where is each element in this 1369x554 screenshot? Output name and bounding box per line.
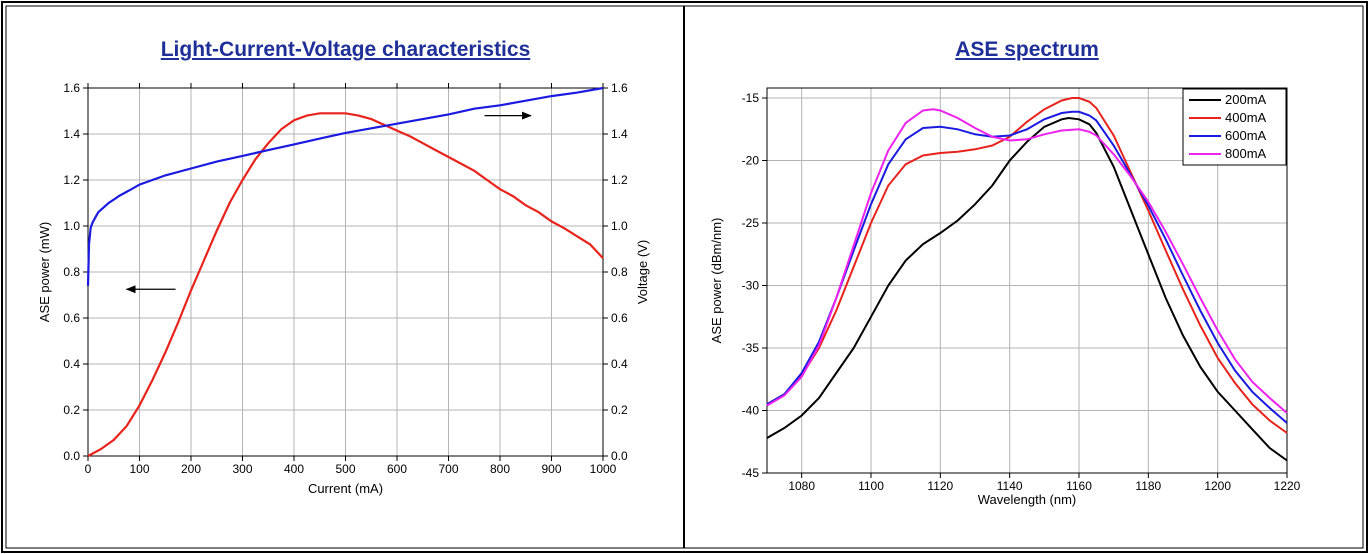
series-line-200mA — [766, 116, 1288, 462]
y2-tick-label: 1.0 — [611, 219, 628, 233]
x-axis-label: Current (mA) — [308, 481, 383, 496]
y2-axis-label: Voltage (V) — [635, 240, 650, 304]
x-tick-label: 1100 — [858, 479, 884, 493]
y2-tick-label: 1.2 — [611, 173, 628, 187]
x-tick-label: 1000 — [590, 462, 617, 476]
y-tick-label: 1.6 — [63, 81, 80, 95]
plot-area-border — [766, 87, 1288, 474]
x-tick-label: 1220 — [1274, 479, 1301, 493]
x-tick-label: 0 — [85, 462, 92, 476]
y-tick-label: 1.0 — [63, 219, 80, 233]
y-axis-label: ASE power (dBm/nm) — [709, 218, 724, 344]
y2-tick-label: 0.2 — [611, 403, 628, 417]
series-line-right — [86, 86, 604, 286]
y-tick-label: 0.4 — [63, 357, 80, 371]
legend-label-200mA: 200mA — [1225, 92, 1267, 107]
x-tick-label: 400 — [284, 462, 304, 476]
series-line-left — [87, 112, 604, 457]
y-tick-label: 0.6 — [63, 311, 80, 325]
y2-tick-label: 0.0 — [611, 449, 628, 463]
x-tick-label: 100 — [129, 462, 149, 476]
series-line-600mA — [766, 110, 1288, 424]
ase-spectrum-chart: 1080 1100 1120 1140 1160 1180 1200 1220 -45 -40 -3… — [709, 87, 1301, 507]
legend-label-600mA: 600mA — [1225, 128, 1267, 143]
y2-tick-label: 1.6 — [611, 81, 628, 95]
y2-tick-label: 0.6 — [611, 311, 628, 325]
x-tick-label: 800 — [490, 462, 510, 476]
y-tick-label: 0.2 — [63, 403, 80, 417]
y-axis-label: ASE power (mW) — [37, 222, 52, 322]
x-tick-label: 900 — [541, 462, 561, 476]
ase-panel-title: ASE spectrum — [955, 38, 1099, 61]
y-tick-label: 0.8 — [63, 265, 80, 279]
legend-box — [1182, 88, 1287, 166]
y-tick-label: 1.4 — [63, 127, 80, 141]
y-tick-label: -25 — [742, 216, 760, 230]
legend-label-400mA: 400mA — [1225, 110, 1267, 125]
y-tick-label: -30 — [742, 279, 760, 293]
x-tick-label: 1200 — [1204, 479, 1231, 493]
x-axis-label: Wavelength (nm) — [978, 492, 1077, 507]
x-tick-label: 1160 — [1066, 479, 1092, 493]
legend-label-800mA: 800mA — [1225, 146, 1267, 161]
y-tick-label: 0.0 — [63, 449, 80, 463]
series-line-400mA — [766, 97, 1288, 434]
x-tick-label: 600 — [387, 462, 407, 476]
y2-tick-label: 1.4 — [611, 127, 628, 141]
x-tick-label: 1080 — [788, 479, 815, 493]
lcv-chart: 0 100 200 300 400 500 600 700 800 900 10000.00.20.… — [37, 81, 650, 496]
y2-tick-label: 0.8 — [611, 265, 628, 279]
x-tick-label: 200 — [181, 462, 201, 476]
y-tick-label: -20 — [742, 154, 760, 168]
x-tick-label: 700 — [438, 462, 458, 476]
y-tick-label: -45 — [742, 466, 760, 480]
x-tick-label: 300 — [232, 462, 252, 476]
y-tick-label: 1.2 — [63, 173, 80, 187]
series-line-800mA — [766, 108, 1288, 414]
lcv-panel-title: Light-Current-Voltage characteristics — [160, 38, 531, 61]
x-tick-label: 1140 — [997, 479, 1023, 493]
x-tick-label: 1180 — [1135, 479, 1161, 493]
y-tick-label: -40 — [742, 404, 760, 418]
x-tick-label: 1120 — [927, 479, 953, 493]
x-tick-label: 500 — [335, 462, 355, 476]
y-tick-label: -35 — [742, 341, 760, 355]
y-tick-label: -15 — [742, 91, 760, 105]
y2-tick-label: 0.4 — [611, 357, 628, 371]
